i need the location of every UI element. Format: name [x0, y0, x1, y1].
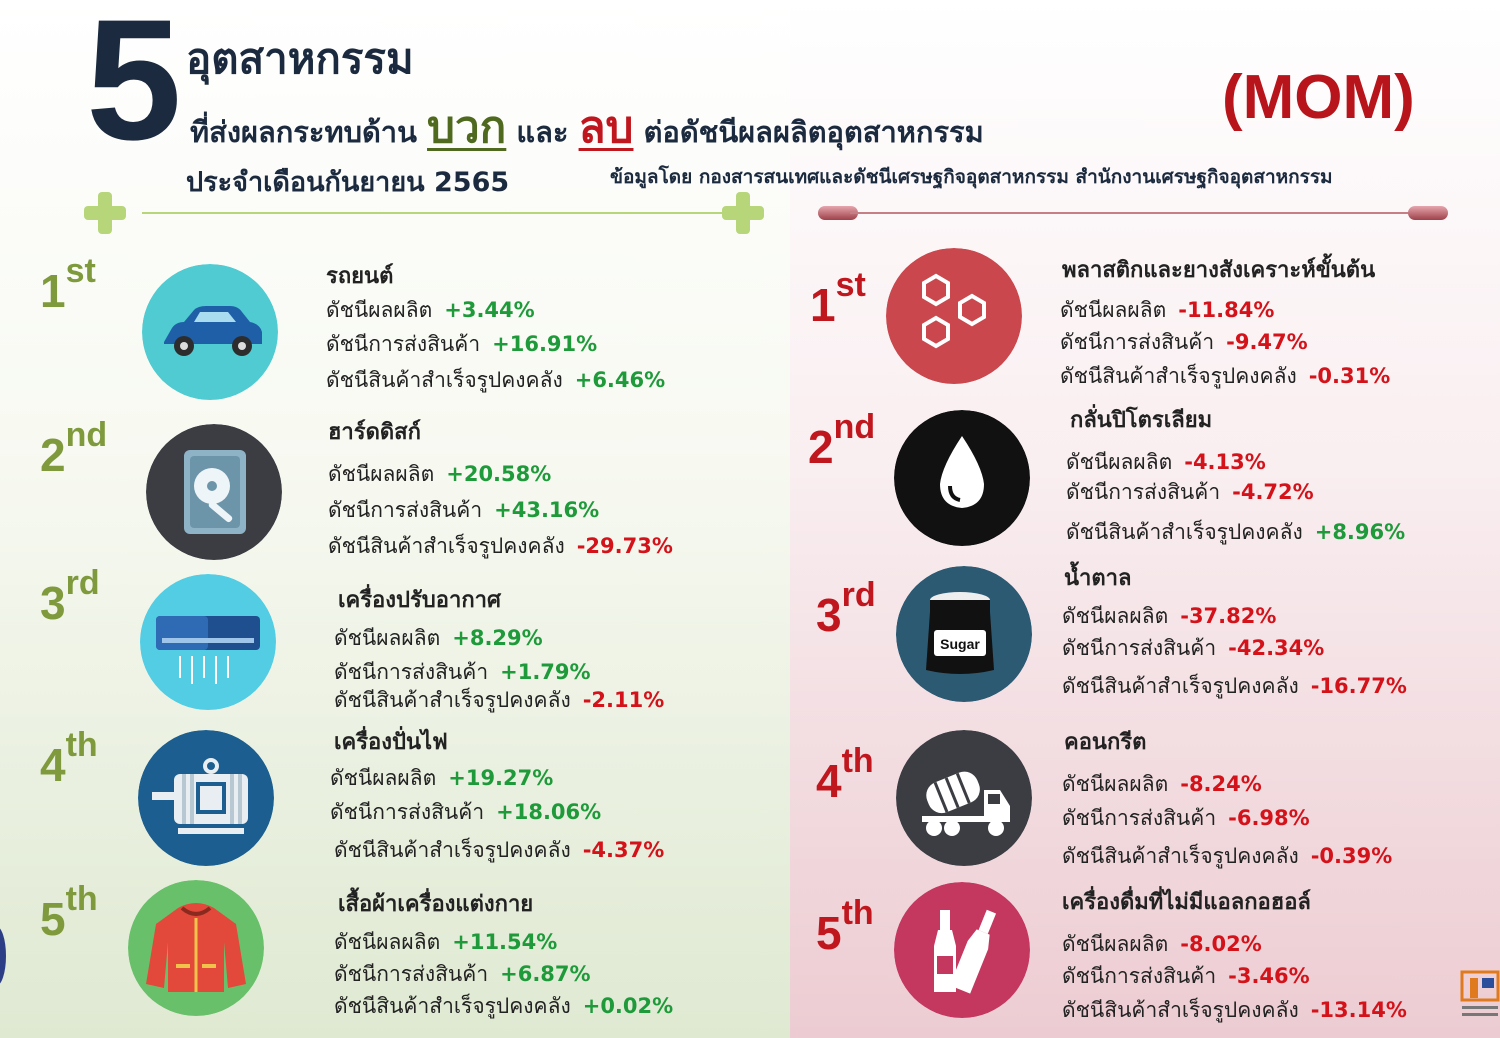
- mom-label: (MOM): [1222, 63, 1415, 132]
- production-index-row: ดัชนีผลผลิต -8.02%: [1062, 932, 1262, 956]
- rank-label: 5th: [40, 880, 98, 945]
- industry-name: พลาสติกและยางสังเคราะห์ขั้นต้น: [1062, 258, 1376, 283]
- production-index-row: ดัชนีผลผลิต +8.29%: [334, 626, 543, 650]
- title-and-word: และ: [516, 115, 569, 149]
- shipment-index-row: ดัชนีการส่งสินค้า +16.91%: [326, 332, 598, 356]
- industry-name: ฮาร์ดดิสก์: [328, 420, 421, 445]
- plus-icon-left: [84, 192, 126, 234]
- shipment-index-row: ดัชนีการส่งสินค้า +6.87%: [334, 962, 591, 986]
- jacket-icon: [128, 880, 264, 1016]
- title-prefix: ที่ส่งผลกระทบด้าน: [190, 115, 417, 149]
- inventory-index-row: ดัชนีสินค้าสำเร็จรูปคงคลัง -16.77%: [1062, 674, 1407, 698]
- production-index-row: ดัชนีผลผลิต -11.84%: [1060, 298, 1275, 322]
- rank-label: 3rd: [40, 564, 100, 629]
- air-conditioner-icon: [140, 574, 276, 710]
- positive-divider: [142, 212, 732, 214]
- inventory-index-row: ดัชนีสินค้าสำเร็จรูปคงคลัง -2.11%: [334, 688, 665, 712]
- hard-disk-icon: [146, 424, 282, 560]
- minus-icon-left: [818, 206, 858, 220]
- production-index-row: ดัชนีผลผลิต -37.82%: [1062, 604, 1277, 628]
- minus-icon-right: [1408, 206, 1448, 220]
- title-positive-word: บวก: [427, 102, 507, 153]
- sugar-jar-label: Sugar: [940, 636, 980, 652]
- inventory-index-row: ดัชนีสินค้าสำเร็จรูปคงคลัง +0.02%: [334, 994, 674, 1018]
- title-period: ประจำเดือนกันยายน 2565: [186, 167, 510, 198]
- generator-icon: [138, 730, 274, 866]
- industry-name: รถยนต์: [326, 264, 394, 289]
- car-icon: [142, 264, 278, 400]
- inventory-index-row: ดัชนีสินค้าสำเร็จรูปคงคลัง -0.31%: [1060, 364, 1391, 388]
- inventory-index-row: ดัชนีสินค้าสำเร็จรูปคงคลัง +6.46%: [326, 368, 666, 392]
- rank-label: 4th: [816, 742, 874, 807]
- industry-name: เครื่องปั่นไฟ: [334, 730, 448, 755]
- shipment-index-row: ดัชนีการส่งสินค้า +1.79%: [334, 660, 591, 684]
- production-index-row: ดัชนีผลผลิต +11.54%: [334, 930, 558, 954]
- shipment-index-row: ดัชนีการส่งสินค้า +18.06%: [330, 800, 602, 824]
- rank-label: 1st: [40, 252, 96, 317]
- plus-icon-right: [722, 192, 764, 234]
- big-number: 5: [86, 0, 182, 176]
- production-index-row: ดัชนีผลผลิต +19.27%: [330, 766, 554, 790]
- rank-label: 5th: [816, 894, 874, 959]
- inventory-index-row: ดัชนีสินค้าสำเร็จรูปคงคลัง -0.39%: [1062, 844, 1393, 868]
- negative-divider: [850, 212, 1410, 214]
- sugar-jar-icon: Sugar: [896, 566, 1032, 702]
- rank-label: 2nd: [40, 416, 108, 481]
- industry-name: เครื่องดื่มที่ไม่มีแอลกอฮอล์: [1062, 890, 1311, 915]
- inventory-index-row: ดัชนีสินค้าสำเร็จรูปคงคลัง -29.73%: [328, 534, 673, 558]
- hexagon-molecule-icon: [886, 248, 1022, 384]
- edge-decoration: [0, 926, 6, 986]
- title-line-2: ที่ส่งผลกระทบด้าน บวก และ ลบ ต่อดัชนีผลผ…: [190, 92, 984, 162]
- shipment-index-row: ดัชนีการส่งสินค้า +43.16%: [328, 498, 600, 522]
- oil-drop-icon: [894, 410, 1030, 546]
- shipment-index-row: ดัชนีการส่งสินค้า -42.34%: [1062, 636, 1325, 660]
- source-credit: ข้อมูลโดย กองสารสนเทศและดัชนีเศรษฐกิจอุต…: [610, 166, 1333, 188]
- industry-name: น้ำตาล: [1064, 566, 1132, 591]
- shipment-index-row: ดัชนีการส่งสินค้า -4.72%: [1066, 480, 1314, 504]
- inventory-index-row: ดัชนีสินค้าสำเร็จรูปคงคลัง +8.96%: [1066, 520, 1406, 544]
- rank-label: 3rd: [816, 576, 876, 641]
- production-index-row: ดัชนีผลผลิต -8.24%: [1062, 772, 1262, 796]
- production-index-row: ดัชนีผลผลิต -4.13%: [1066, 450, 1266, 474]
- concrete-mixer-truck-icon: [896, 730, 1032, 866]
- title-negative-word: ลบ: [578, 102, 634, 153]
- title-suffix: ต่อดัชนีผลผลิตอุตสาหกรรม: [643, 115, 984, 149]
- production-index-row: ดัชนีผลผลิต +3.44%: [326, 298, 535, 322]
- rank-label: 4th: [40, 726, 98, 791]
- rank-label: 2nd: [808, 408, 876, 473]
- shipment-index-row: ดัชนีการส่งสินค้า -3.46%: [1062, 964, 1310, 988]
- industry-name: คอนกรีต: [1064, 730, 1147, 755]
- inventory-index-row: ดัชนีสินค้าสำเร็จรูปคงคลัง -4.37%: [334, 838, 665, 862]
- bottles-icon: [894, 882, 1030, 1018]
- inventory-index-row: ดัชนีสินค้าสำเร็จรูปคงคลัง -13.14%: [1062, 998, 1407, 1022]
- industry-name: กลั่นปิโตรเลียม: [1070, 408, 1213, 433]
- title-line-1: อุตสาหกรรม: [186, 34, 414, 83]
- industry-name: เสื้อผ้าเครื่องแต่งกาย: [338, 892, 534, 917]
- production-index-row: ดัชนีผลผลิต +20.58%: [328, 462, 552, 486]
- office-logo-icon: [1460, 970, 1500, 1020]
- industry-name: เครื่องปรับอากาศ: [338, 588, 501, 613]
- shipment-index-row: ดัชนีการส่งสินค้า -6.98%: [1062, 806, 1310, 830]
- positive-panel-background: [0, 0, 790, 1038]
- rank-label: 1st: [810, 266, 866, 331]
- shipment-index-row: ดัชนีการส่งสินค้า -9.47%: [1060, 330, 1308, 354]
